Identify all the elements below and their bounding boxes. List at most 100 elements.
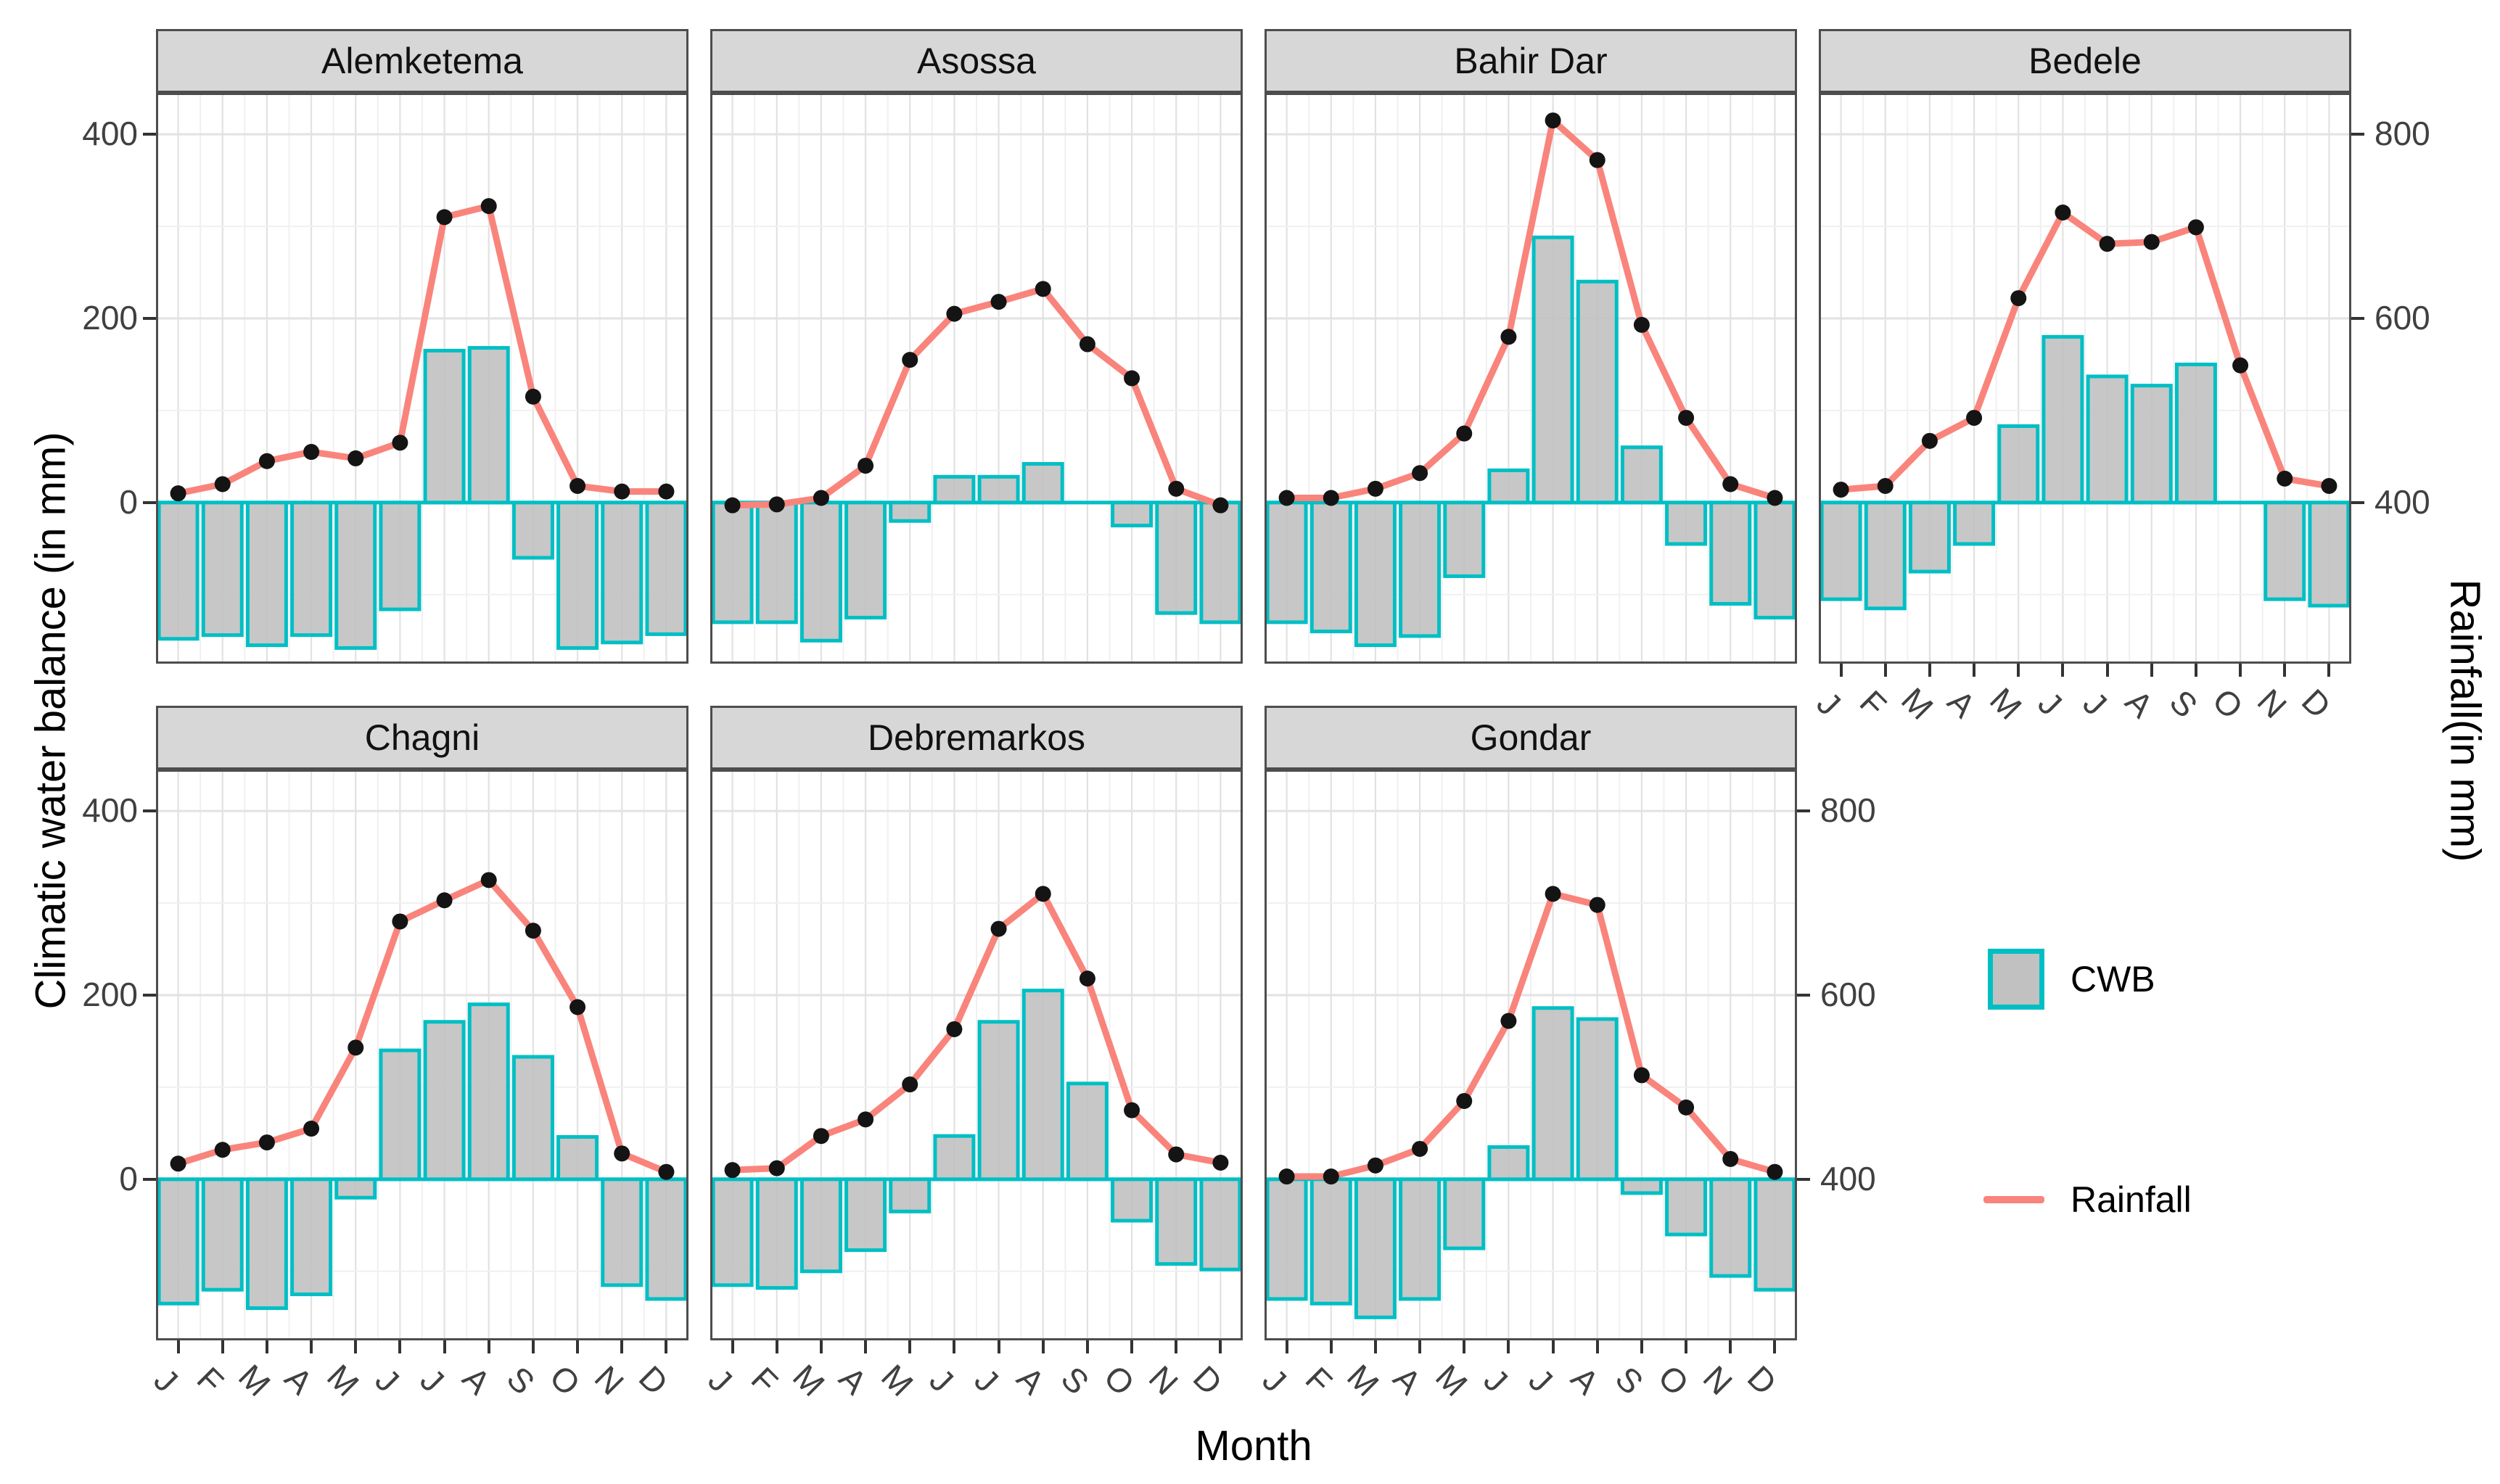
rainfall-point bbox=[2010, 290, 2027, 307]
x-tick-label-month: M bbox=[1983, 680, 2030, 727]
y-axis-tick-left bbox=[143, 500, 156, 504]
x-tick-label-month: M bbox=[1339, 1357, 1386, 1403]
cwb-bar bbox=[2086, 374, 2129, 505]
cwb-bar bbox=[889, 1177, 932, 1213]
cwb-bar bbox=[933, 1134, 976, 1182]
x-axis-tick bbox=[620, 1340, 624, 1353]
x-axis-tick bbox=[354, 1340, 358, 1353]
cwb-bar bbox=[1443, 500, 1486, 578]
rainfall-point bbox=[2143, 234, 2160, 250]
cwb-bar bbox=[1354, 1177, 1397, 1319]
x-axis-tick bbox=[2105, 664, 2109, 677]
x-axis-tick bbox=[1839, 664, 1843, 677]
x-axis-tick bbox=[2239, 664, 2242, 677]
x-tick-label-month: J bbox=[2031, 684, 2070, 723]
rainfall-point bbox=[258, 1134, 275, 1151]
cwb-bar bbox=[2174, 362, 2217, 505]
rainfall-point bbox=[258, 453, 275, 469]
y-tick-label-left: 400 bbox=[82, 115, 138, 153]
y-tick-label-left: 200 bbox=[82, 975, 138, 1013]
cwb-bar bbox=[1066, 1081, 1109, 1182]
cwb-bar bbox=[1709, 500, 1752, 606]
cwb-bar bbox=[755, 1177, 798, 1290]
rainfall-point bbox=[902, 1076, 918, 1093]
facet-strip-alemketema: Alemketema bbox=[156, 29, 688, 93]
x-tick-label-month: N bbox=[2250, 681, 2295, 726]
x-axis-tick bbox=[221, 1340, 224, 1353]
rainfall-point bbox=[858, 1111, 874, 1128]
y-axis-tick-left bbox=[143, 1177, 156, 1181]
panel-plot-gondar bbox=[1265, 770, 1797, 1340]
x-tick-label-month: J bbox=[1476, 1361, 1516, 1400]
rainfall-point bbox=[813, 1128, 829, 1145]
y-tick-label-left: 400 bbox=[82, 791, 138, 830]
cwb-bar bbox=[1531, 1006, 1574, 1182]
rainfall-point bbox=[436, 892, 453, 909]
x-axis-tick bbox=[1130, 1340, 1134, 1353]
y-axis-tick-right bbox=[2351, 133, 2364, 136]
rainfall-point bbox=[1278, 1168, 1295, 1185]
cwb-bar bbox=[977, 1020, 1020, 1182]
rainfall-point bbox=[724, 497, 741, 514]
rainfall-point bbox=[348, 1039, 364, 1056]
rainfall-point bbox=[1212, 1155, 1229, 1171]
rainfall-point bbox=[1367, 1157, 1383, 1174]
cwb-bar bbox=[1620, 1177, 1663, 1195]
cwb-bar bbox=[755, 500, 798, 624]
cwb-bar bbox=[423, 1020, 466, 1182]
rainfall-point bbox=[1035, 886, 1051, 902]
rainfall-point bbox=[658, 483, 675, 500]
cwb-legend-swatch bbox=[1988, 949, 2044, 1010]
x-tick-label-month: S bbox=[499, 1359, 543, 1402]
facet-strip-debremarkos: Debremarkos bbox=[710, 706, 1243, 770]
x-axis-tick bbox=[1729, 1340, 1732, 1353]
cwb-bar bbox=[556, 1134, 599, 1182]
x-tick-label-month: F bbox=[189, 1359, 231, 1401]
x-tick-label-month: A bbox=[277, 1359, 321, 1402]
rainfall-legend-label: Rainfall bbox=[2071, 1179, 2192, 1220]
rainfall-point bbox=[858, 458, 874, 474]
cwb-bar bbox=[1309, 1177, 1352, 1306]
x-tick-label-month: S bbox=[1053, 1359, 1097, 1402]
cwb-bar bbox=[1155, 1177, 1198, 1266]
rainfall-point bbox=[525, 388, 541, 405]
rainfall-point bbox=[990, 920, 1007, 937]
y-tick-label-right: 600 bbox=[2374, 298, 2430, 337]
x-axis-tick bbox=[1595, 1340, 1599, 1353]
x-tick-label-month: J bbox=[2076, 684, 2115, 723]
x-tick-label-month: J bbox=[147, 1361, 186, 1400]
rainfall-point bbox=[570, 478, 586, 495]
rainfall-point bbox=[614, 483, 630, 500]
x-axis-tick bbox=[2017, 664, 2020, 677]
facet-strip-asossa: Asossa bbox=[710, 29, 1243, 93]
rainfall-point bbox=[1212, 497, 1229, 514]
x-axis-tick bbox=[1685, 1340, 1688, 1353]
rainfall-point bbox=[1767, 490, 1783, 506]
rainfall-point bbox=[946, 1021, 963, 1037]
legend-item-cwb: CWB bbox=[1988, 949, 2155, 1010]
x-tick-label-month: N bbox=[1696, 1358, 1740, 1403]
y-axis-title-right: Rainfall(in mm) bbox=[2441, 579, 2489, 862]
rainfall-point bbox=[1079, 336, 1095, 353]
x-tick-label-month: A bbox=[1386, 1359, 1429, 1402]
rainfall-line bbox=[1838, 209, 2332, 493]
cwb-bar bbox=[379, 1048, 422, 1182]
rainfall-point bbox=[1767, 1163, 1783, 1180]
x-tick-label-month: O bbox=[1097, 1357, 1143, 1403]
x-tick-label-month: F bbox=[1852, 683, 1894, 725]
rainfall-point bbox=[1678, 410, 1695, 426]
cwb-bar bbox=[1864, 500, 1907, 611]
x-tick-label-month: J bbox=[413, 1361, 452, 1400]
cwb-bar bbox=[1155, 500, 1198, 615]
x-tick-label-month: A bbox=[455, 1359, 498, 1402]
x-axis-tick bbox=[1085, 1340, 1089, 1353]
cwb-bar bbox=[1576, 279, 1619, 505]
facet-strip-title: Alemketema bbox=[321, 41, 523, 81]
y-axis-tick-left bbox=[143, 993, 156, 997]
x-tick-label-month: M bbox=[320, 1357, 367, 1403]
cwb-bar bbox=[467, 346, 510, 505]
cwb-bar bbox=[1111, 500, 1154, 528]
rainfall-point bbox=[1323, 1168, 1339, 1185]
rainfall-point bbox=[392, 434, 408, 451]
x-tick-label-month: D bbox=[1186, 1358, 1230, 1403]
